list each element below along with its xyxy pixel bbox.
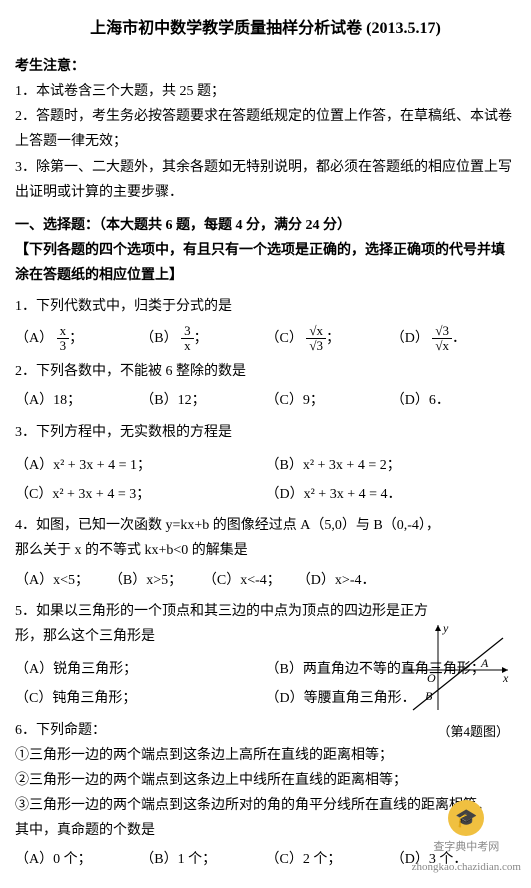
q1-a-den: 3 bbox=[57, 339, 70, 353]
q1-d-frac: √3√x bbox=[432, 324, 452, 354]
notice-item-1: 1．本试卷含三个大题，共 25 题； bbox=[15, 79, 516, 104]
q4-opt-b: （B）x>5； bbox=[109, 568, 203, 593]
q4-caption: （第4题图） bbox=[437, 720, 509, 743]
q3-opt-d: （D）x² + 3x + 4 = 4． bbox=[266, 482, 517, 507]
q3-opt-b: （B）x² + 3x + 4 = 2； bbox=[266, 453, 517, 478]
q1-b-num: 3 bbox=[181, 324, 194, 339]
q6-opt-a: （A）0 个； bbox=[15, 847, 140, 872]
notice-head: 考生注意： bbox=[15, 54, 516, 79]
q4-graph-svg: O A B x y bbox=[403, 620, 513, 715]
q2-stem: 2．下列各数中，不能被 6 整除的数是 bbox=[15, 359, 516, 384]
q2-opt-b: （B）12； bbox=[140, 388, 265, 413]
watermark: 🎓 查字典中考网 zhongkao.chazidian.com bbox=[412, 800, 521, 878]
q1-stem: 1．下列代数式中，归类于分式的是 bbox=[15, 294, 516, 319]
q1-d-label: （D） bbox=[391, 331, 429, 346]
q1-a-frac: x3 bbox=[57, 324, 70, 354]
q2-opt-a: （A）18； bbox=[15, 388, 140, 413]
q1-opt-b: （B） 3x； bbox=[140, 324, 265, 354]
q4-opt-a: （A）x<5； bbox=[15, 568, 109, 593]
watermark-url: zhongkao.chazidian.com bbox=[412, 858, 521, 878]
q4-options: （A）x<5； （B）x>5； （C）x<-4； （D）x>-4． bbox=[15, 568, 391, 593]
q4-stem1: 4．如图，已知一次函数 y=kx+b 的图像经过点 A（5,0）与 B（0,-4… bbox=[15, 513, 516, 538]
notice-item-2: 2．答题时，考生务必按答题要求在答题纸规定的位置上作答，在草稿纸、本试卷上答题一… bbox=[15, 104, 516, 154]
q3-opt-a: （A）x² + 3x + 4 = 1； bbox=[15, 453, 266, 478]
q1-opt-a: （A） x3； bbox=[15, 324, 140, 354]
q1-b-frac: 3x bbox=[181, 324, 194, 354]
section1-head: 一、选择题：（本大题共 6 题，每题 4 分，满分 24 分） bbox=[15, 213, 516, 238]
label-a: A bbox=[480, 656, 489, 670]
q6-p2: ②三角形一边的两个端点到这条边上中线所在直线的距离相等； bbox=[15, 768, 516, 793]
q4-opt-d: （D）x>-4． bbox=[297, 568, 391, 593]
q6-p1: ①三角形一边的两个端点到这条边上高所在直线的距离相等； bbox=[15, 743, 516, 768]
section1-instruction: 【下列各题的四个选项中，有且只有一个选项是正确的，选择正确项的代号并填涂在答题纸… bbox=[15, 238, 516, 288]
q3-stem: 3．下列方程中，无实数根的方程是 bbox=[15, 420, 516, 445]
exam-title: 上海市初中数学教学质量抽样分析试卷 (2013.5.17) bbox=[15, 15, 516, 44]
q2-options: （A）18； （B）12； （C）9； （D）6． bbox=[15, 388, 516, 413]
q1-b-label: （B） bbox=[140, 331, 177, 346]
q1-opt-d: （D） √3√x． bbox=[391, 324, 516, 354]
q1-c-den: √3 bbox=[306, 339, 326, 353]
label-b: B bbox=[425, 689, 433, 703]
y-arrow bbox=[435, 625, 441, 631]
q1-options: （A） x3； （B） 3x； （C） √x√3； （D） √3√x． bbox=[15, 324, 516, 354]
q4-opt-c: （C）x<-4； bbox=[203, 568, 297, 593]
q1-c-label: （C） bbox=[266, 331, 303, 346]
q1-opt-c: （C） √x√3； bbox=[266, 324, 391, 354]
q6-opt-b: （B）1 个； bbox=[140, 847, 265, 872]
notice-item-3: 3．除第一、二大题外，其余各题如无特别说明，都必须在答题纸的相应位置上写出证明或… bbox=[15, 155, 516, 205]
label-x: x bbox=[502, 671, 509, 685]
label-y: y bbox=[442, 621, 449, 635]
q4-stem2: 那么关于 x 的不等式 kx+b<0 的解集是 bbox=[15, 538, 516, 563]
q6-opt-c: （C）2 个； bbox=[266, 847, 391, 872]
watermark-name: 查字典中考网 bbox=[412, 838, 521, 858]
q3-options: （A）x² + 3x + 4 = 1； （B）x² + 3x + 4 = 2； … bbox=[15, 449, 516, 507]
q5-opt-a: （A）锐角三角形； bbox=[15, 657, 266, 682]
q1-a-num: x bbox=[57, 324, 70, 339]
q2-opt-c: （C）9； bbox=[266, 388, 391, 413]
q1-b-den: x bbox=[181, 339, 194, 353]
watermark-logo-icon: 🎓 bbox=[448, 800, 484, 836]
q1-d-den: √x bbox=[432, 339, 452, 353]
q4-graph: O A B x y bbox=[403, 620, 513, 730]
q1-c-frac: √x√3 bbox=[306, 324, 326, 354]
q5-opt-c: （C）钝角三角形； bbox=[15, 686, 266, 711]
notice-block: 考生注意： 1．本试卷含三个大题，共 25 题； 2．答题时，考生务必按答题要求… bbox=[15, 54, 516, 205]
q2-opt-d: （D）6． bbox=[391, 388, 516, 413]
q1-c-num: √x bbox=[306, 324, 326, 339]
q1-a-label: （A） bbox=[15, 331, 53, 346]
label-o: O bbox=[427, 671, 436, 685]
q1-d-num: √3 bbox=[432, 324, 452, 339]
q3-opt-c: （C）x² + 3x + 4 = 3； bbox=[15, 482, 266, 507]
